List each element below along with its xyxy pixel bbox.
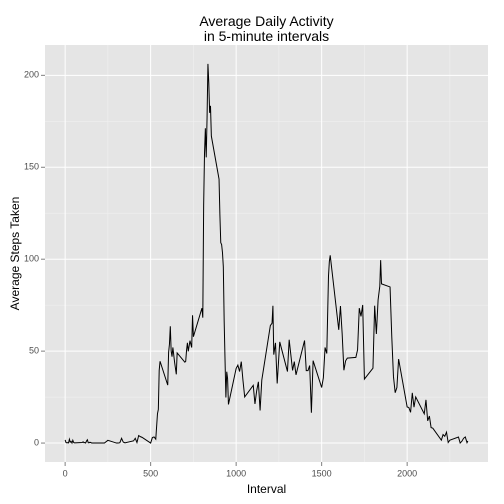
x-tick-label: 1000 <box>226 468 246 478</box>
x-tick-label: 500 <box>143 468 158 478</box>
data-line <box>64 63 469 445</box>
y-tick-label: 0 <box>34 437 39 447</box>
y-tick-label: 200 <box>24 70 39 80</box>
chart-title: Average Daily Activity in 5-minute interv… <box>199 13 333 44</box>
y-axis-label: Average Steps Taken <box>8 197 22 311</box>
y-tick-label: 150 <box>24 162 39 172</box>
x-axis-label: Interval <box>247 482 286 496</box>
plot-panel <box>45 45 488 462</box>
x-tick-label: 1500 <box>312 468 332 478</box>
y-tick-label: 50 <box>29 346 39 356</box>
x-tick-label: 2000 <box>397 468 417 478</box>
y-tick-label: 100 <box>24 254 39 264</box>
x-tick-label: 0 <box>63 468 68 478</box>
